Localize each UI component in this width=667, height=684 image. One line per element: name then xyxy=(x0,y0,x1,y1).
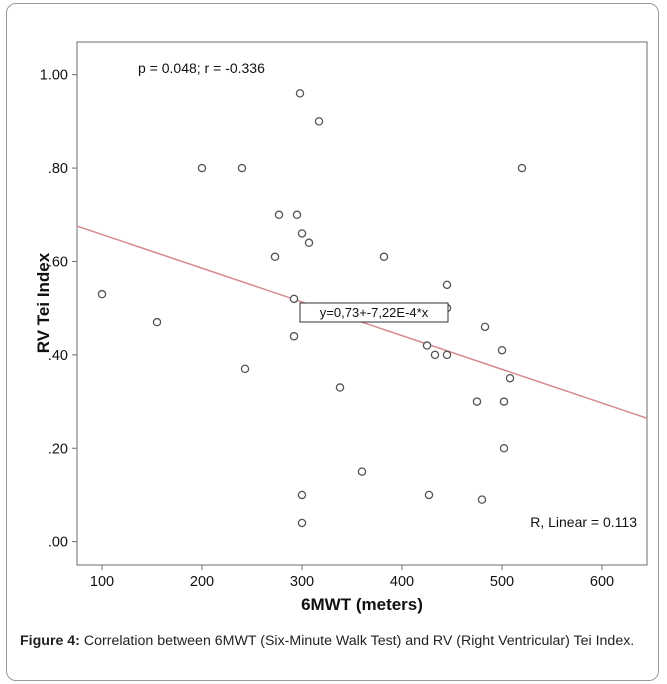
y-tick-label: .60 xyxy=(48,254,68,270)
data-point xyxy=(297,518,307,528)
data-point xyxy=(379,252,389,262)
caption-text: Correlation between 6MWT (Six-Minute Wal… xyxy=(79,633,635,649)
y-axis-title: RV Tei Index xyxy=(34,252,53,353)
x-tick-label: 300 xyxy=(290,574,314,590)
r-squared-label: R, Linear = 0.113 xyxy=(530,514,637,530)
stats-annotation: p = 0.048; r = -0.336 xyxy=(138,60,265,76)
data-point xyxy=(292,210,302,220)
data-point xyxy=(304,238,314,248)
y-tick-label: .80 xyxy=(48,161,68,177)
data-point xyxy=(477,495,487,504)
data-point xyxy=(240,364,250,374)
data-point xyxy=(289,331,299,341)
data-point xyxy=(499,397,509,406)
figure-frame xyxy=(6,3,659,681)
data-point xyxy=(97,289,107,299)
data-point xyxy=(297,229,307,238)
data-point xyxy=(480,322,490,332)
data-point xyxy=(297,490,307,500)
data-point xyxy=(442,280,452,290)
data-point xyxy=(505,373,515,383)
x-tick-label: 400 xyxy=(390,574,414,590)
x-tick-label: 100 xyxy=(90,574,114,590)
figure-caption: Figure 4: Correlation between 6MWT (Six-… xyxy=(20,632,650,651)
x-axis-title: 6MWT (meters) xyxy=(301,595,423,614)
data-point xyxy=(517,163,527,173)
x-tick-label: 500 xyxy=(490,574,514,590)
y-tick-label: .20 xyxy=(48,441,68,457)
data-point xyxy=(499,444,509,453)
data-point xyxy=(442,350,452,360)
data-point xyxy=(152,317,162,327)
plot-area xyxy=(76,41,648,566)
equation-label: y=0,73+-7,22E-4*x xyxy=(320,305,429,320)
y-tick-label: .40 xyxy=(48,348,68,364)
data-point xyxy=(289,294,299,304)
data-point xyxy=(357,467,367,476)
data-point xyxy=(274,210,284,220)
data-point xyxy=(422,341,432,350)
data-point xyxy=(424,490,434,500)
data-point xyxy=(335,383,345,392)
equation-box xyxy=(299,302,449,323)
caption-label: Figure 4: xyxy=(20,633,80,649)
data-point xyxy=(472,397,482,406)
data-point xyxy=(270,252,280,262)
y-tick-label: .00 xyxy=(48,535,68,551)
data-point xyxy=(295,89,305,98)
data-point xyxy=(430,350,440,360)
data-point xyxy=(314,117,324,126)
x-tick-label: 600 xyxy=(590,574,614,590)
data-point xyxy=(197,163,207,173)
data-point xyxy=(237,163,247,173)
x-tick-label: 200 xyxy=(190,574,214,590)
data-point xyxy=(497,345,507,355)
y-tick-label: 1.00 xyxy=(40,68,68,84)
